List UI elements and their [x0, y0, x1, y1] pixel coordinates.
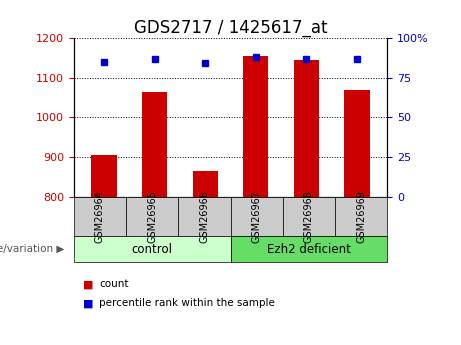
Text: GSM26964: GSM26964	[95, 190, 105, 243]
Text: GSM26968: GSM26968	[304, 190, 314, 243]
Bar	[142, 91, 167, 197]
Bar	[294, 60, 319, 197]
Text: control: control	[132, 243, 172, 256]
Text: ■: ■	[83, 279, 94, 289]
Text: Ezh2 deficient: Ezh2 deficient	[267, 243, 351, 256]
Text: genotype/variation ▶: genotype/variation ▶	[0, 244, 65, 254]
Text: GSM26967: GSM26967	[252, 190, 262, 243]
Bar	[193, 171, 218, 197]
Bar	[91, 155, 117, 197]
Text: GSM26965: GSM26965	[147, 190, 157, 243]
Text: count: count	[99, 279, 129, 289]
Bar	[243, 56, 268, 197]
Text: GSM26969: GSM26969	[356, 190, 366, 243]
Bar	[344, 89, 370, 197]
Title: GDS2717 / 1425617_at: GDS2717 / 1425617_at	[134, 19, 327, 37]
Text: percentile rank within the sample: percentile rank within the sample	[99, 298, 275, 308]
Text: GSM26966: GSM26966	[199, 190, 209, 243]
Text: ■: ■	[83, 298, 94, 308]
